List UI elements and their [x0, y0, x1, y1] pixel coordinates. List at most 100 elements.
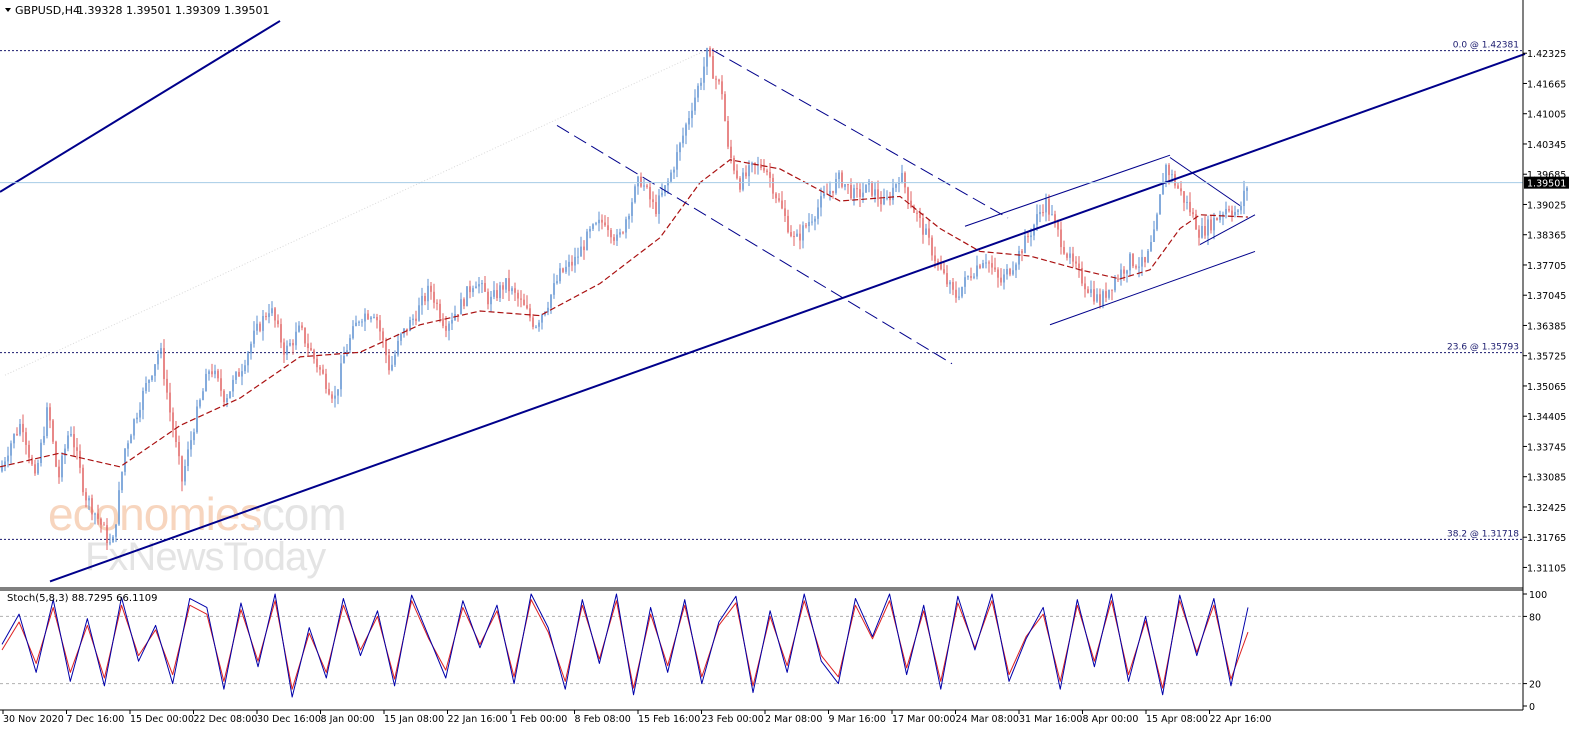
candle-body — [994, 267, 996, 270]
candle-body — [931, 237, 933, 256]
candle-body — [529, 308, 531, 318]
candle-body — [1084, 283, 1086, 290]
candle-body — [904, 172, 906, 188]
candle-body — [1081, 267, 1083, 284]
candle-body — [658, 195, 660, 214]
candle-body — [1069, 253, 1071, 258]
candle-body — [586, 231, 588, 251]
candle-body — [82, 467, 84, 493]
candle-body — [76, 447, 78, 451]
candle-body — [526, 305, 528, 309]
candle-body — [982, 263, 984, 268]
candle-body — [652, 199, 654, 203]
candle-body — [1078, 263, 1080, 268]
price-axis: 1.42325 1.41665 1.41005 1.40345 1.39685 1.390… — [0, 49, 1569, 574]
trendline-thin[interactable] — [964, 154, 1171, 227]
trendline-solid[interactable] — [0, 20, 281, 193]
candle-body — [1189, 201, 1191, 213]
candle-body — [1042, 212, 1044, 214]
candle-body — [964, 277, 966, 287]
candle-body — [985, 262, 987, 264]
candle-body — [787, 215, 789, 233]
candle-body — [1024, 235, 1026, 254]
trendlines[interactable] — [0, 20, 1526, 583]
candle-body — [385, 340, 387, 356]
candle-body — [292, 343, 294, 346]
candle-body — [895, 184, 897, 188]
candle-body — [502, 285, 504, 290]
candle-body — [172, 412, 174, 431]
candle-body — [1138, 266, 1140, 268]
candle-body — [916, 212, 918, 214]
candle-body — [166, 378, 168, 393]
candle-body — [871, 181, 873, 196]
stoch-axis: 100 80 20 0 — [1523, 590, 1547, 713]
candle-body — [253, 330, 255, 344]
candle-body — [1096, 294, 1098, 302]
trendline-thin[interactable] — [1199, 214, 1256, 246]
candle-body — [1039, 212, 1041, 215]
candle-body — [946, 273, 948, 285]
candle-body — [316, 358, 318, 368]
candle-body — [616, 234, 618, 241]
stoch-label: Stoch(5,8,3) 88.7295 66.1109 — [7, 593, 158, 604]
candle-body — [595, 223, 597, 225]
candle-body — [922, 217, 924, 235]
candle-body — [973, 276, 975, 278]
candle-body — [553, 283, 555, 295]
candle-body — [367, 313, 369, 320]
candle-body — [598, 219, 600, 224]
candle-body — [667, 181, 669, 186]
trendline-thin[interactable] — [1049, 250, 1256, 326]
fib-level-label: 23.6 @ 1.35793 — [1447, 343, 1519, 353]
time-tick-label: 7 Dec 16:00 — [67, 714, 125, 725]
candle-body — [913, 206, 915, 213]
candle-body — [919, 213, 921, 218]
time-tick-label: 31 Mar 16:00 — [1019, 714, 1082, 725]
candle-body — [85, 492, 87, 501]
candle-body — [1090, 289, 1092, 293]
candle-body — [1015, 264, 1017, 271]
candle-body — [247, 353, 249, 366]
candle-body — [571, 261, 573, 266]
candle-body — [244, 365, 246, 372]
candle-body — [364, 313, 366, 322]
candle-body — [118, 490, 120, 525]
candle-body — [286, 345, 288, 355]
candle-body — [67, 435, 69, 449]
candle-body — [673, 169, 675, 173]
trendline-solid[interactable] — [49, 52, 1526, 583]
candle-body — [178, 442, 180, 457]
candle-body — [94, 513, 96, 515]
candle-body — [64, 448, 66, 456]
fib-level-label: 38.2 @ 1.31718 — [1447, 529, 1519, 539]
stochastic-oscillator — [1, 593, 1249, 698]
candle-body — [307, 343, 309, 349]
candle-body — [448, 323, 450, 331]
triangle-down-icon[interactable] — [5, 8, 11, 12]
price-tick-label: 1.39685 — [1527, 170, 1566, 181]
price-tick-label: 1.31105 — [1527, 563, 1566, 574]
candle-body — [961, 286, 963, 297]
candle-body — [412, 318, 414, 320]
trendline-thin[interactable] — [1169, 157, 1241, 207]
price-tick-label: 1.35725 — [1527, 352, 1566, 363]
stoch-levels — [0, 615, 1523, 685]
candle-body — [820, 196, 822, 208]
candle-body — [373, 317, 375, 319]
candle-body — [829, 190, 831, 194]
candle-body — [619, 232, 621, 235]
candle-body — [694, 97, 696, 111]
trendline-dashed[interactable] — [711, 49, 1009, 219]
candle-body — [1102, 291, 1104, 306]
candle-body — [1156, 214, 1158, 230]
candle-body — [10, 443, 12, 456]
candle-body — [778, 198, 780, 201]
trendline-dashed[interactable] — [556, 124, 953, 365]
candle-body — [631, 202, 633, 216]
candle-body — [760, 164, 762, 168]
candle-body — [1045, 199, 1047, 213]
candle-body — [793, 236, 795, 238]
time-tick-label: 22 Apr 16:00 — [1210, 714, 1272, 725]
